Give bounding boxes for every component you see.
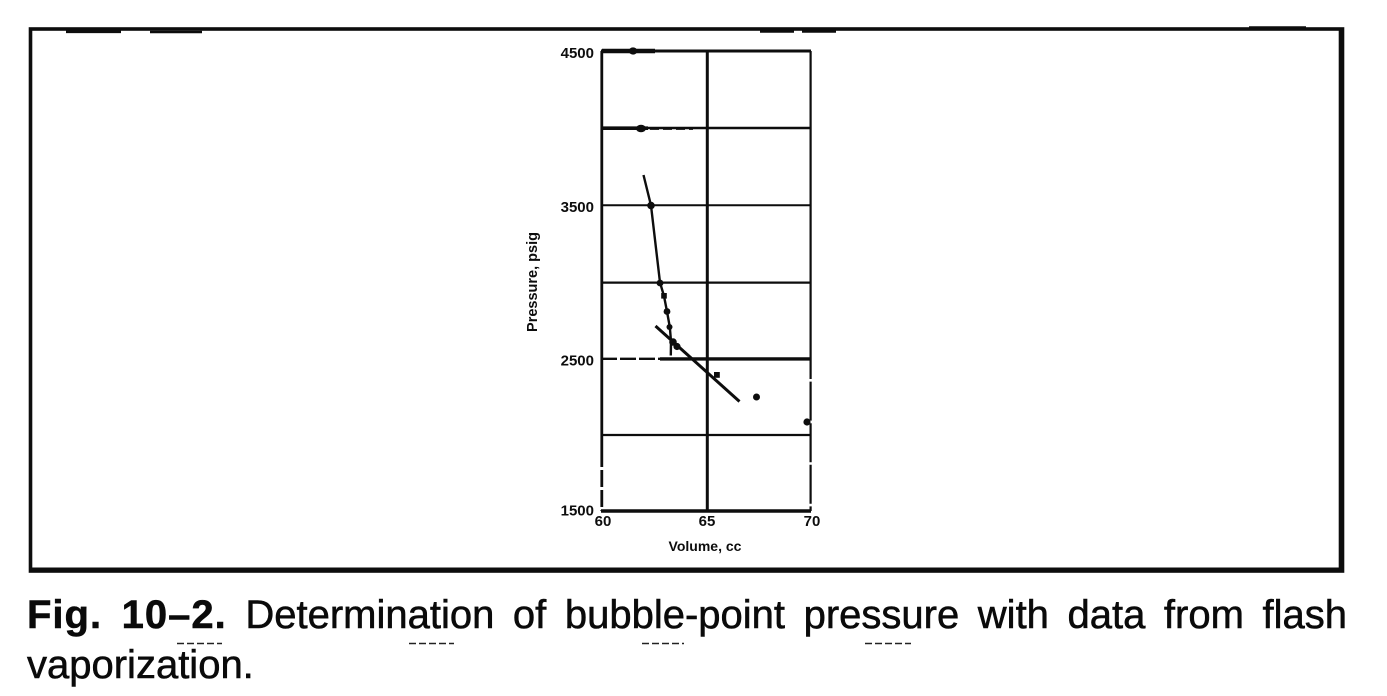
svg-text:2500: 2500 [561, 353, 594, 370]
svg-text:3500: 3500 [561, 199, 594, 216]
svg-text:Pressure, psig: Pressure, psig [525, 232, 541, 332]
svg-text:Volume, cc: Volume, cc [669, 538, 742, 554]
svg-text:60: 60 [595, 513, 612, 530]
svg-text:4500: 4500 [561, 45, 594, 62]
svg-text:1500: 1500 [561, 503, 594, 520]
svg-text:65: 65 [699, 513, 716, 530]
svg-text:70: 70 [804, 513, 821, 530]
